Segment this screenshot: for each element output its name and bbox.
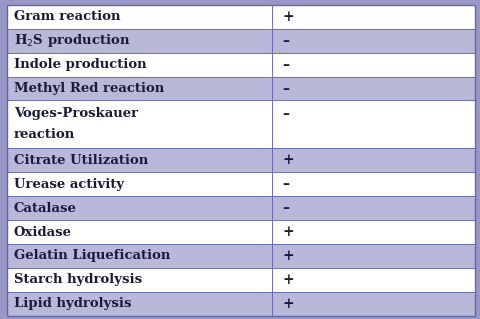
Bar	[7, 172, 272, 196]
Text: Oxidase: Oxidase	[14, 226, 72, 239]
Bar	[272, 5, 475, 29]
Bar	[7, 53, 272, 77]
Text: +: +	[282, 153, 294, 167]
Text: Citrate Utilization: Citrate Utilization	[14, 154, 148, 167]
Bar	[272, 100, 475, 148]
Text: –: –	[282, 82, 289, 95]
Text: +: +	[282, 225, 294, 239]
Bar	[272, 196, 475, 220]
Text: Voges-Proskauer: Voges-Proskauer	[14, 108, 138, 120]
Text: –: –	[282, 201, 289, 215]
Bar	[272, 244, 475, 268]
Text: Catalase: Catalase	[14, 202, 77, 215]
Text: Starch hydrolysis: Starch hydrolysis	[14, 273, 142, 286]
Text: +: +	[282, 249, 294, 263]
Text: –: –	[282, 107, 289, 121]
Bar	[272, 77, 475, 100]
Bar	[7, 100, 272, 148]
Text: –: –	[282, 58, 289, 71]
Bar	[7, 268, 272, 292]
Bar	[272, 268, 475, 292]
Text: Indole production: Indole production	[14, 58, 146, 71]
Bar	[272, 29, 475, 53]
Bar	[7, 148, 272, 172]
Bar	[272, 292, 475, 316]
Bar	[7, 5, 272, 29]
Bar	[272, 220, 475, 244]
Text: Methyl Red reaction: Methyl Red reaction	[14, 82, 164, 95]
Text: +: +	[282, 10, 294, 24]
Bar	[272, 53, 475, 77]
Text: Urease activity: Urease activity	[14, 178, 124, 191]
Bar	[7, 29, 272, 53]
Text: +: +	[282, 273, 294, 287]
Text: H$_2$S production: H$_2$S production	[14, 32, 130, 49]
Bar	[7, 220, 272, 244]
Bar	[7, 244, 272, 268]
Text: –: –	[282, 177, 289, 191]
Text: –: –	[282, 34, 289, 48]
Text: Gram reaction: Gram reaction	[14, 10, 120, 23]
Text: Gelatin Liquefication: Gelatin Liquefication	[14, 249, 170, 263]
Bar	[7, 292, 272, 316]
Text: +: +	[282, 297, 294, 311]
Text: reaction: reaction	[14, 129, 75, 141]
Bar	[272, 148, 475, 172]
Bar	[7, 77, 272, 100]
Bar	[272, 172, 475, 196]
Text: Lipid hydrolysis: Lipid hydrolysis	[14, 297, 132, 310]
Bar	[7, 196, 272, 220]
